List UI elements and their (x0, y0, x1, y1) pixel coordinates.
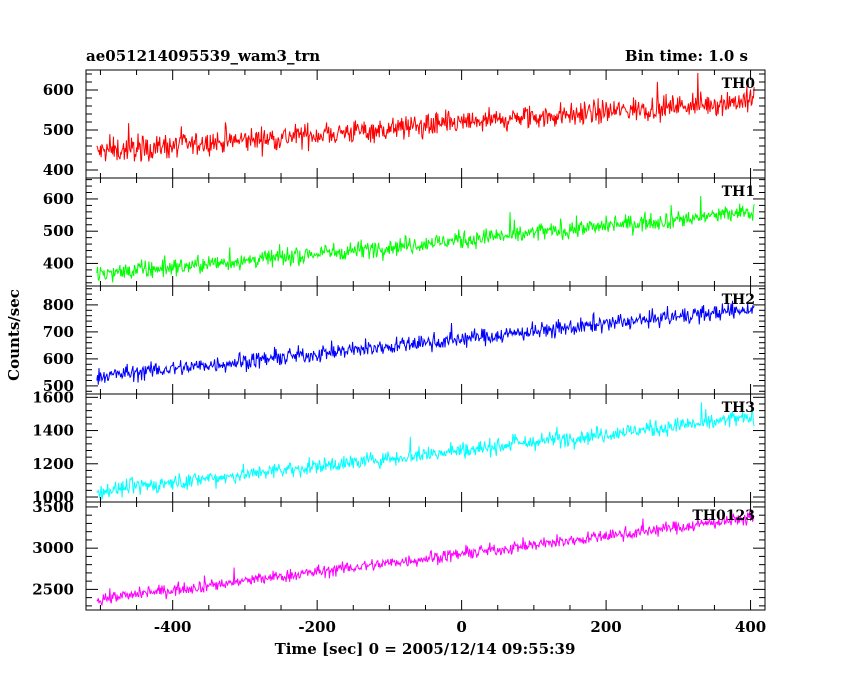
panel-th3: 1000 1200 1400 1600 TH3 (32, 388, 766, 506)
series-th0 (96, 72, 755, 162)
y-tick-label: 800 (43, 296, 74, 314)
panel-th1: 400 500 600 TH1 (43, 177, 766, 287)
panel-frame (85, 285, 766, 395)
x-tick-label: 400 (735, 618, 766, 636)
y-tick-label: 3000 (32, 539, 74, 557)
panels: 400 500 600 TH0 400 500 600 TH1 500 600 700 800 TH2 1… (32, 69, 766, 611)
y-tick-label: 600 (43, 190, 74, 208)
y-tick-label: 700 (43, 323, 74, 341)
y-tick-label: 400 (43, 161, 74, 179)
x-axis-label: Time [sec] 0 = 2005/12/14 09:55:39 (275, 640, 576, 658)
y-tick-label: 500 (43, 121, 74, 139)
y-tick-label: 500 (43, 222, 74, 240)
series-th2 (96, 300, 755, 385)
series-th0123 (96, 510, 755, 606)
x-axis-ticks: -400 -200 0 200 400 (154, 618, 766, 636)
y-tick-label: 2500 (32, 580, 74, 598)
panel-label: TH2 (722, 292, 755, 308)
panel-th2: 500 600 700 800 TH2 (43, 285, 766, 395)
panel-frame (85, 501, 766, 611)
series-th1 (96, 196, 755, 283)
panel-label: TH0 (722, 76, 756, 92)
x-tick-label: -400 (154, 618, 192, 636)
y-axis-label: Counts/sec (5, 289, 23, 381)
x-tick-label: 200 (590, 618, 621, 636)
y-tick-label: 1000 (32, 488, 74, 506)
x-tick-label: -200 (298, 618, 336, 636)
y-tick-label: 1600 (32, 388, 74, 406)
y-tick-label: 600 (43, 81, 74, 99)
series-th3 (96, 402, 755, 500)
y-tick-label: 500 (43, 377, 74, 395)
panel-label: TH1 (722, 184, 755, 200)
chart-subtitle: Bin time: 1.0 s (625, 47, 748, 65)
y-tick-label: 1200 (32, 455, 74, 473)
panel-th0: 400 500 600 TH0 (43, 69, 766, 179)
panel-label: TH3 (722, 400, 755, 416)
y-tick-label: 400 (43, 254, 74, 272)
y-tick-label: 600 (43, 350, 74, 368)
y-tick-label: 3500 (32, 498, 74, 516)
y-tick-label: 1400 (32, 422, 74, 440)
x-tick-label: 0 (456, 618, 466, 636)
panel-label: TH0123 (692, 508, 755, 524)
panel-th0123: 2500 3000 3500 TH0123 (32, 498, 766, 611)
chart-title: ae051214095539_wam3_trn (86, 47, 320, 65)
